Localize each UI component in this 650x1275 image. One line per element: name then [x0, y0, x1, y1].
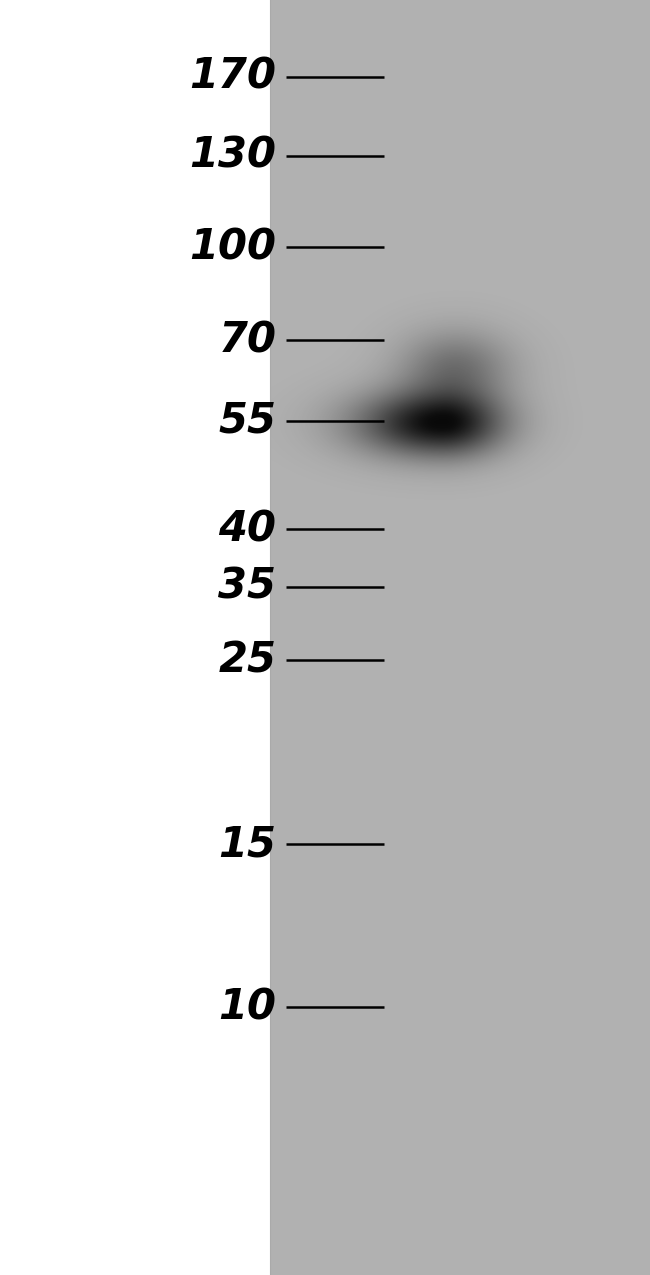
- Text: 170: 170: [189, 56, 276, 97]
- Bar: [270, 0, 650, 1275]
- Text: 40: 40: [218, 509, 276, 550]
- Text: 25: 25: [218, 640, 276, 681]
- Text: 70: 70: [218, 320, 276, 361]
- Text: 130: 130: [189, 135, 276, 176]
- Text: 100: 100: [189, 227, 276, 268]
- Text: 55: 55: [218, 400, 276, 441]
- Text: 35: 35: [218, 566, 276, 607]
- Text: 10: 10: [218, 987, 276, 1028]
- Text: 15: 15: [218, 824, 276, 864]
- Bar: [0, 0, 270, 1275]
